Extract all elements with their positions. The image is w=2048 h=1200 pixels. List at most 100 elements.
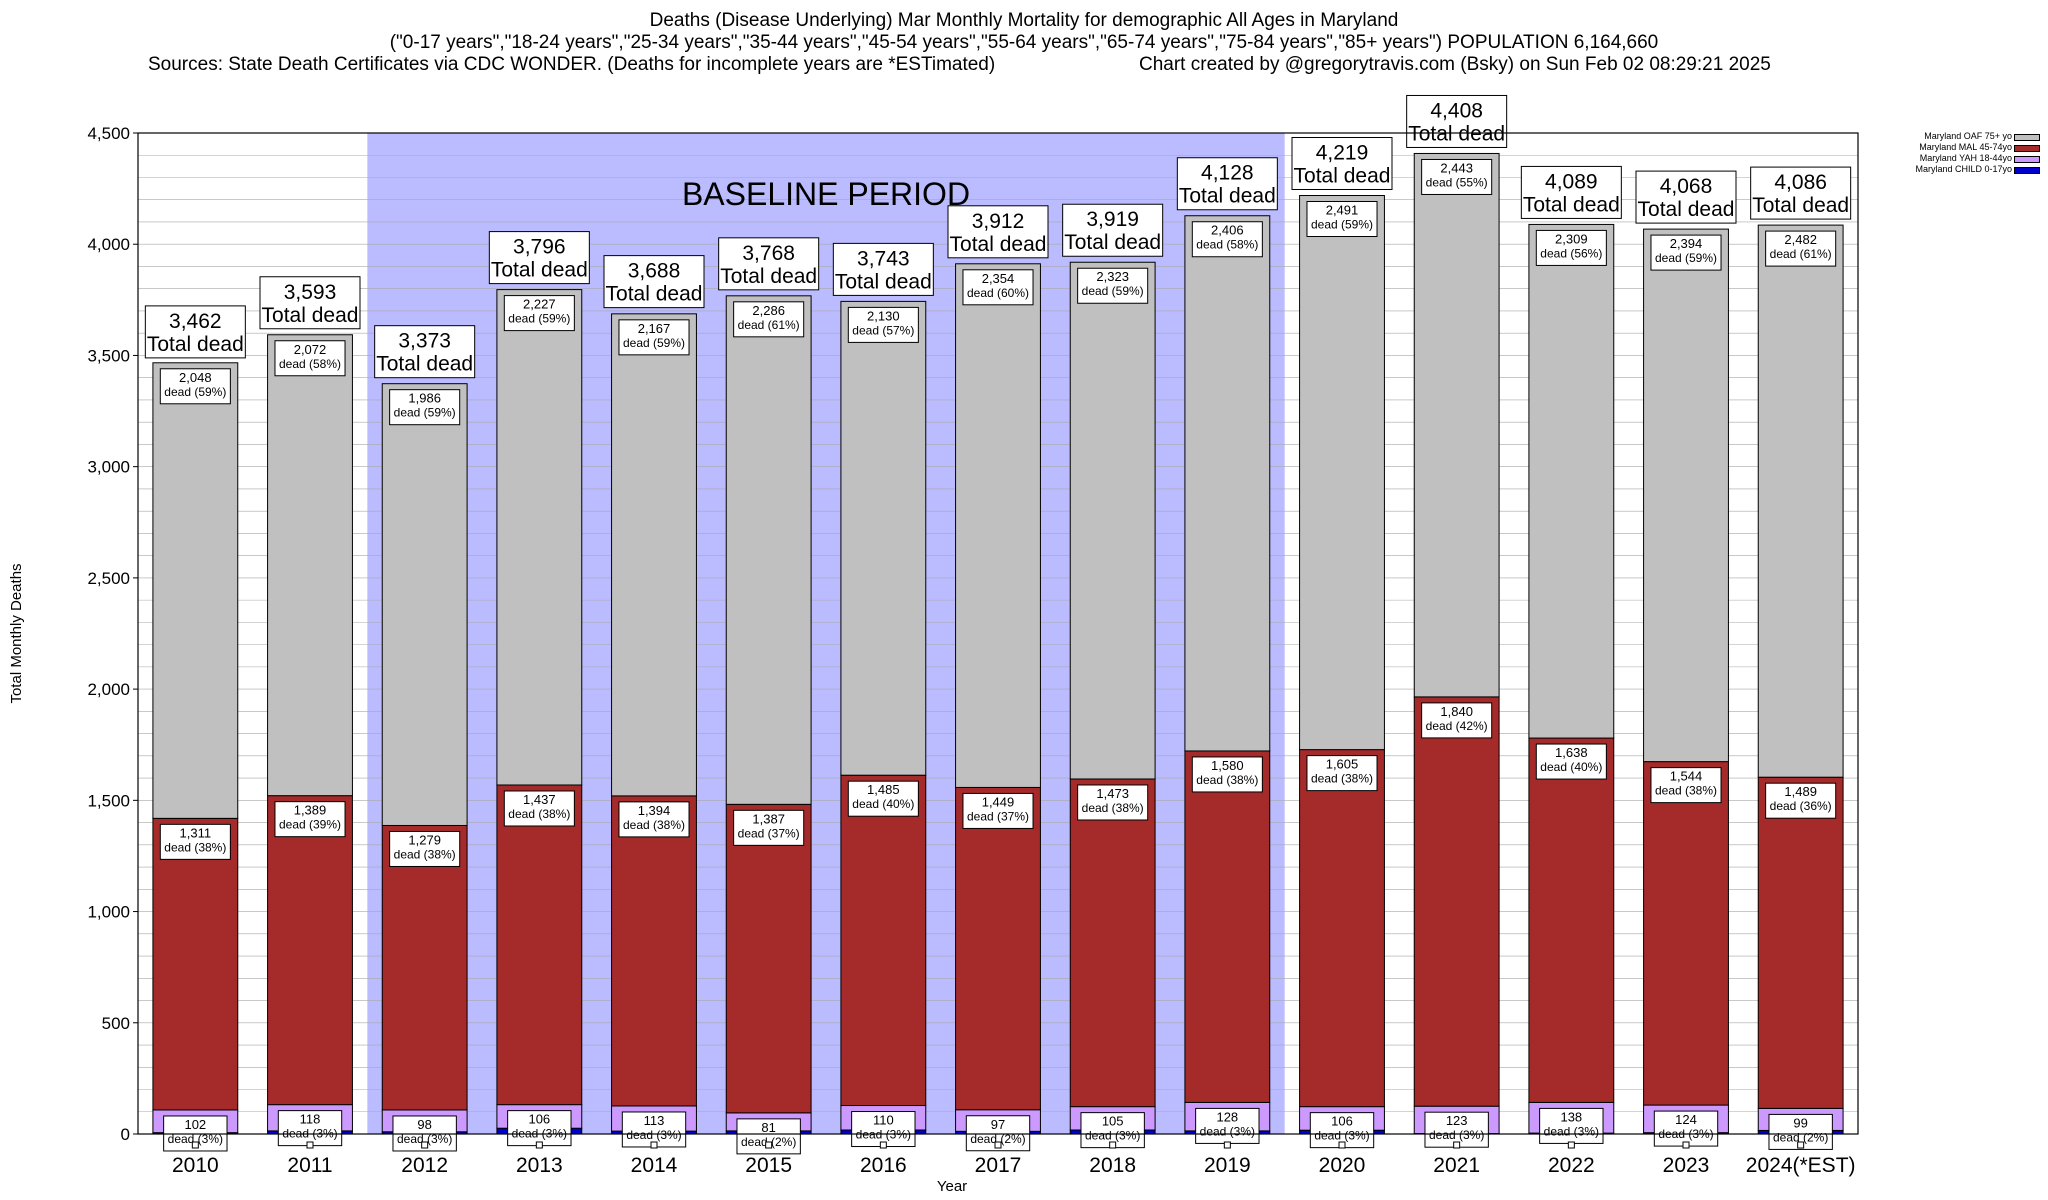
total-label-box — [603, 255, 705, 309]
label-mal-text: 1,279 dead (38%) — [394, 832, 456, 861]
bar-oaf — [725, 295, 812, 805]
chart-title: Deaths (Disease Underlying) Mar Monthly … — [649, 10, 1399, 31]
total-value: 4,089 — [1545, 170, 1598, 193]
label-yah-text: 105 dead (3%) — [1085, 1114, 1140, 1143]
label-mal-caption: dead (38%) — [1082, 801, 1144, 815]
label-yah-caption: dead (3%) — [1544, 1124, 1599, 1138]
label-oaf: 2,167 dead (59%) — [618, 319, 690, 356]
label-oaf: 2,406 dead (58%) — [1191, 221, 1263, 258]
label-oaf-caption: dead (55%) — [1426, 175, 1488, 189]
label-mal-value: 1,279 — [408, 832, 441, 847]
legend-swatch — [2014, 167, 2040, 174]
chart-titles: Deaths (Disease Underlying) Mar Monthly … — [0, 10, 2048, 76]
label-yah-text: 106 dead (3%) — [1314, 1114, 1369, 1143]
x-tick-label: 2018 — [1089, 1154, 1136, 1177]
bar-mal — [1184, 750, 1271, 1103]
label-yah-box — [965, 1115, 1031, 1152]
bar-oaf — [840, 300, 927, 776]
label-mal-value: 1,473 — [1096, 786, 1129, 801]
label-oaf-value: 2,354 — [982, 271, 1015, 286]
legend-item: Maryland YAH 18-44yo — [1880, 153, 2048, 164]
total-label-box — [718, 237, 820, 291]
total-label-box — [1176, 157, 1278, 211]
label-oaf-caption: dead (60%) — [967, 286, 1029, 300]
label-mal-caption: dead (36%) — [1770, 799, 1832, 813]
label-mal-box — [733, 809, 805, 846]
bar-oaf — [611, 313, 697, 797]
label-mal-value: 1,311 — [180, 825, 212, 840]
total-label-box — [488, 231, 590, 285]
total-caption: Total dead — [491, 259, 588, 282]
x-tick-label: 2017 — [975, 1154, 1022, 1177]
label-mal-caption: dead (38%) — [164, 840, 226, 854]
child-marker — [535, 1141, 543, 1149]
label-oaf-caption: dead (58%) — [1196, 238, 1258, 252]
label-mal-text: 1,449 dead (37%) — [967, 794, 1029, 823]
label-mal-box — [1191, 756, 1263, 793]
label-oaf-box — [1191, 221, 1263, 258]
label-oaf-caption: dead (57%) — [852, 323, 914, 337]
total-value: 3,912 — [972, 210, 1025, 233]
label-mal-text: 1,389 dead (39%) — [279, 803, 341, 832]
total-value: 3,919 — [1086, 208, 1139, 231]
total-value: 4,128 — [1201, 162, 1254, 185]
total-value: 3,768 — [742, 242, 795, 265]
label-oaf-box — [1077, 267, 1149, 304]
label-oaf-caption: dead (58%) — [279, 357, 341, 371]
x-tick-label: 2011 — [287, 1154, 332, 1177]
bar-oaf — [381, 383, 468, 826]
bar-oaf — [1184, 215, 1271, 752]
label-mal-value: 1,580 — [1211, 758, 1244, 773]
label-mal: 1,544 dead (38%) — [1650, 767, 1722, 804]
label-oaf: 2,286 dead (61%) — [733, 301, 805, 338]
total-label-box — [832, 242, 934, 296]
label-mal-value: 1,394 — [638, 803, 671, 818]
label-mal-box — [1765, 782, 1837, 819]
bar-oaf — [152, 362, 239, 819]
bar-mal — [152, 817, 239, 1111]
label-mal-text: 1,638 dead (40%) — [1540, 745, 1602, 774]
label-mal-value: 1,437 — [523, 792, 556, 807]
x-axis-title: Year — [937, 1178, 967, 1195]
label-mal-value: 1,544 — [1670, 769, 1703, 784]
y-axis-title: Total Monthly Deaths — [8, 563, 25, 703]
label-oaf: 2,309 dead (56%) — [1535, 229, 1607, 266]
label-yah-text: 102 dead (3%) — [168, 1117, 223, 1146]
label-mal-text: 1,394 dead (38%) — [623, 803, 685, 832]
total-caption: Total dead — [1523, 193, 1620, 216]
total-caption: Total dead — [950, 233, 1047, 256]
bar-oaf — [1299, 195, 1385, 751]
total-label-box — [1750, 166, 1852, 220]
label-oaf-text: 2,443 dead (55%) — [1426, 160, 1488, 189]
x-tick-label: 2014 — [631, 1154, 678, 1177]
label-oaf-value: 2,482 — [1784, 232, 1817, 247]
child-marker — [306, 1141, 314, 1149]
label-mal-box — [274, 801, 346, 838]
label-oaf-box — [618, 319, 690, 356]
bar-mal — [611, 795, 697, 1107]
label-yah-box — [1195, 1107, 1260, 1144]
label-oaf-text: 2,406 dead (58%) — [1196, 223, 1258, 252]
label-mal-caption: dead (37%) — [967, 809, 1029, 823]
label-yah-caption: dead (3%) — [1085, 1129, 1140, 1143]
label-yah-text: 128 dead (3%) — [1200, 1109, 1255, 1138]
label-oaf-value: 2,491 — [1326, 203, 1359, 218]
label-oaf-value: 2,286 — [752, 303, 785, 318]
label-yah-value: 124 — [1675, 1112, 1697, 1127]
bar-oaf — [1643, 228, 1729, 763]
label-mal-value: 1,389 — [294, 803, 327, 818]
label-mal-text: 1,311 dead (38%) — [164, 825, 226, 854]
label-mal: 1,485 dead (40%) — [847, 780, 919, 817]
y-tick-label: 500 — [102, 1014, 130, 1033]
label-mal: 1,489 dead (36%) — [1765, 782, 1837, 819]
label-yah-caption: dead (3%) — [1200, 1124, 1255, 1138]
bar-mal — [267, 795, 353, 1106]
bar-mal — [955, 786, 1041, 1111]
label-yah-text: 113 dead (3%) — [626, 1113, 681, 1142]
chart-subtitle-age-groups: ("0-17 years","18-24 years","25-34 years… — [389, 32, 1659, 53]
total-caption: Total dead — [1064, 231, 1161, 254]
label-mal: 1,473 dead (38%) — [1077, 784, 1149, 821]
